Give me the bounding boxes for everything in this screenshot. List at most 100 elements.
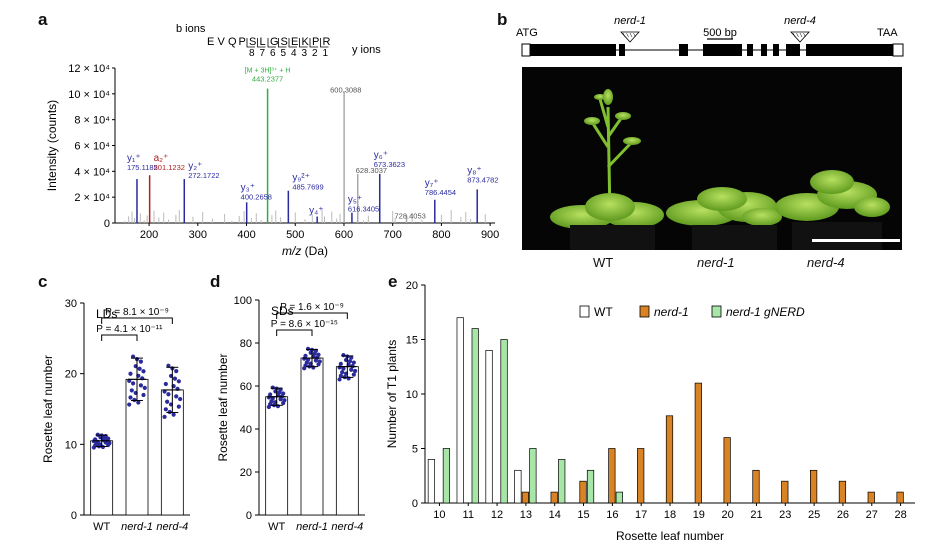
panel-d-x-tick-label: nerd-1: [296, 521, 328, 533]
panel-a-peak-mz-label: 272.1722: [188, 171, 219, 180]
panel-e-bar: [456, 317, 464, 504]
panel-e-x-tick-label: 20: [722, 509, 734, 521]
panel-d-data-point: [270, 385, 275, 390]
panel-e-x-tick-label: 12: [491, 509, 503, 521]
panel-a-sequence-residue: V: [218, 36, 226, 48]
panel-e-y-tick-label: 10: [406, 389, 418, 401]
panel-d-data-point: [349, 367, 354, 372]
panel-c-data-point: [174, 394, 179, 399]
insertion-hatch: [626, 32, 629, 38]
panel-c-p-value: P = 8.1 × 10⁻⁹: [105, 307, 169, 318]
panel-a-peak-ion-label: y₃⁺: [241, 182, 255, 193]
panel-a-x-tick-label: 800: [432, 229, 450, 241]
panel-a-peak-ion-label: y₉²⁺: [292, 173, 310, 184]
panel-e-x-tick-label: 11: [463, 509, 474, 521]
panel-d-data-point: [303, 353, 308, 358]
panel-a-y-label: Intensity (counts): [45, 100, 59, 191]
gene-exon: [773, 44, 779, 56]
panel-e-y-tick-label: 0: [412, 498, 418, 510]
panel-d-y-tick-label: 0: [246, 510, 252, 522]
panel-c-p-value: P = 4.1 × 10⁻¹¹: [96, 324, 163, 335]
panel-d-p-value: P = 8.6 × 10⁻¹⁵: [271, 319, 338, 330]
panel-c-data-point: [176, 379, 181, 384]
gene-exon: [619, 44, 625, 56]
panel-c-data-point: [103, 433, 108, 439]
panel-a-y-number: 2: [312, 48, 318, 59]
panel-d-data-point: [268, 392, 273, 397]
panel-a-y-tick-label: 8 × 10⁴: [74, 115, 110, 127]
panel-e-bar: [550, 491, 558, 504]
panel-c-y-tick-label: 0: [71, 510, 77, 522]
panel-e-chart: 0 5 10 15 20 Number of T1 plants Rosette leaf …: [385, 280, 915, 543]
panel-a-y-tick-label: 12 × 10⁴: [68, 63, 110, 75]
panel-a-fragment-bracket: [267, 38, 276, 48]
panel-c-x-tick-label: WT: [93, 521, 110, 533]
panel-d-bar: [335, 366, 359, 516]
panel-c-y-tick-label: 30: [65, 298, 77, 310]
panel-a-y-ions-label: y ions: [352, 44, 381, 56]
panel-a-spectrum: 0 2 × 10⁴ 4 × 10⁴ 6 × 10⁴ 8 × 10⁴ 10 × 10⁴ 12 …: [45, 23, 499, 258]
nerd1-insertion-icon: [620, 31, 640, 43]
panel-a-sequence-residue: E: [207, 36, 214, 48]
gene-3utr: [892, 43, 904, 57]
panel-e-legend-swatch: [639, 305, 650, 318]
panel-c-data-point: [167, 409, 172, 415]
panel-d-y-tick-label: 100: [234, 295, 252, 307]
panel-d-data-point: [349, 355, 354, 360]
gene-taa-label: TAA: [877, 27, 898, 39]
insertion-hatch: [792, 32, 796, 38]
panel-e-x-tick-label: 26: [837, 509, 849, 521]
panel-c-data-point: [163, 381, 168, 387]
plant-photo: [522, 67, 902, 250]
panel-a-b-ions-label: b ions: [176, 23, 206, 35]
panel-a-sequence-residue: Q: [228, 36, 237, 48]
gene-atg-label: ATG: [516, 27, 538, 39]
panel-d-bar: [265, 396, 289, 516]
gene-nerd1-label: nerd-1: [614, 15, 646, 27]
panel-a-sequence-residue: E: [291, 36, 298, 48]
panel-e-legend-swatch: [711, 305, 722, 318]
panel-c-data-point: [141, 369, 146, 374]
panel-a-sequence-residue: L: [260, 36, 266, 48]
gene-5utr: [521, 43, 531, 57]
panel-a-fragment-bracket: [320, 38, 329, 48]
panel-d-bar: [300, 357, 324, 516]
panel-a-peak-ion-label: y₈⁺: [467, 165, 481, 176]
panel-d-data-point: [351, 372, 356, 377]
panel-d-x-tick-label: WT: [268, 521, 285, 533]
panel-a-fragment-bracket: [309, 38, 318, 48]
panel-e-bar: [752, 469, 760, 504]
panel-e-bar: [427, 459, 436, 504]
panel-c-data-point: [166, 392, 171, 397]
panel-a-y-number: 5: [281, 48, 287, 59]
panel-c-bar: [90, 440, 114, 516]
panel-e-x-tick-label: 28: [894, 509, 906, 521]
panel-e-bar: [867, 491, 875, 504]
panel-e-bar: [579, 480, 587, 504]
panel-a-peak-mz-label: 616.3405: [348, 205, 379, 214]
panel-a-peak-ion-label: y₄⁺: [309, 206, 323, 217]
panel-a-fragment-bracket: [257, 38, 266, 48]
gene-exon: [806, 44, 893, 56]
gene-exon: [679, 44, 688, 56]
nerd4-plant: [775, 170, 890, 250]
panel-a-peak-ion-label: y₅⁺: [348, 195, 362, 206]
panel-a-sequence-residue: S: [249, 36, 256, 48]
panel-e-x-tick-label: 25: [808, 509, 820, 521]
panel-c-data-point: [141, 392, 146, 398]
insertion-hatch: [629, 32, 633, 38]
panel-a-peak-mz-label: 873.4782: [467, 175, 498, 184]
panel-c-y-label: Rosette leaf number: [41, 355, 55, 463]
wt-plant: [550, 89, 664, 250]
panel-d-y-tick-label: 40: [240, 424, 252, 436]
panel-a-x-tick-label: 300: [189, 229, 207, 241]
panel-letter-d: d: [210, 272, 221, 291]
panel-c-data-point: [106, 436, 111, 441]
photo-caption-nerd1: nerd-1: [697, 255, 735, 270]
panel-a-precursor-value: 443.2377: [252, 75, 283, 84]
gene-exon: [703, 44, 742, 56]
panel-e-bar: [442, 448, 451, 504]
panel-d-y-tick-label: 80: [240, 338, 252, 350]
panel-e-y-tick-label: 20: [406, 280, 418, 292]
panel-c-sig-bracket: [101, 317, 173, 324]
